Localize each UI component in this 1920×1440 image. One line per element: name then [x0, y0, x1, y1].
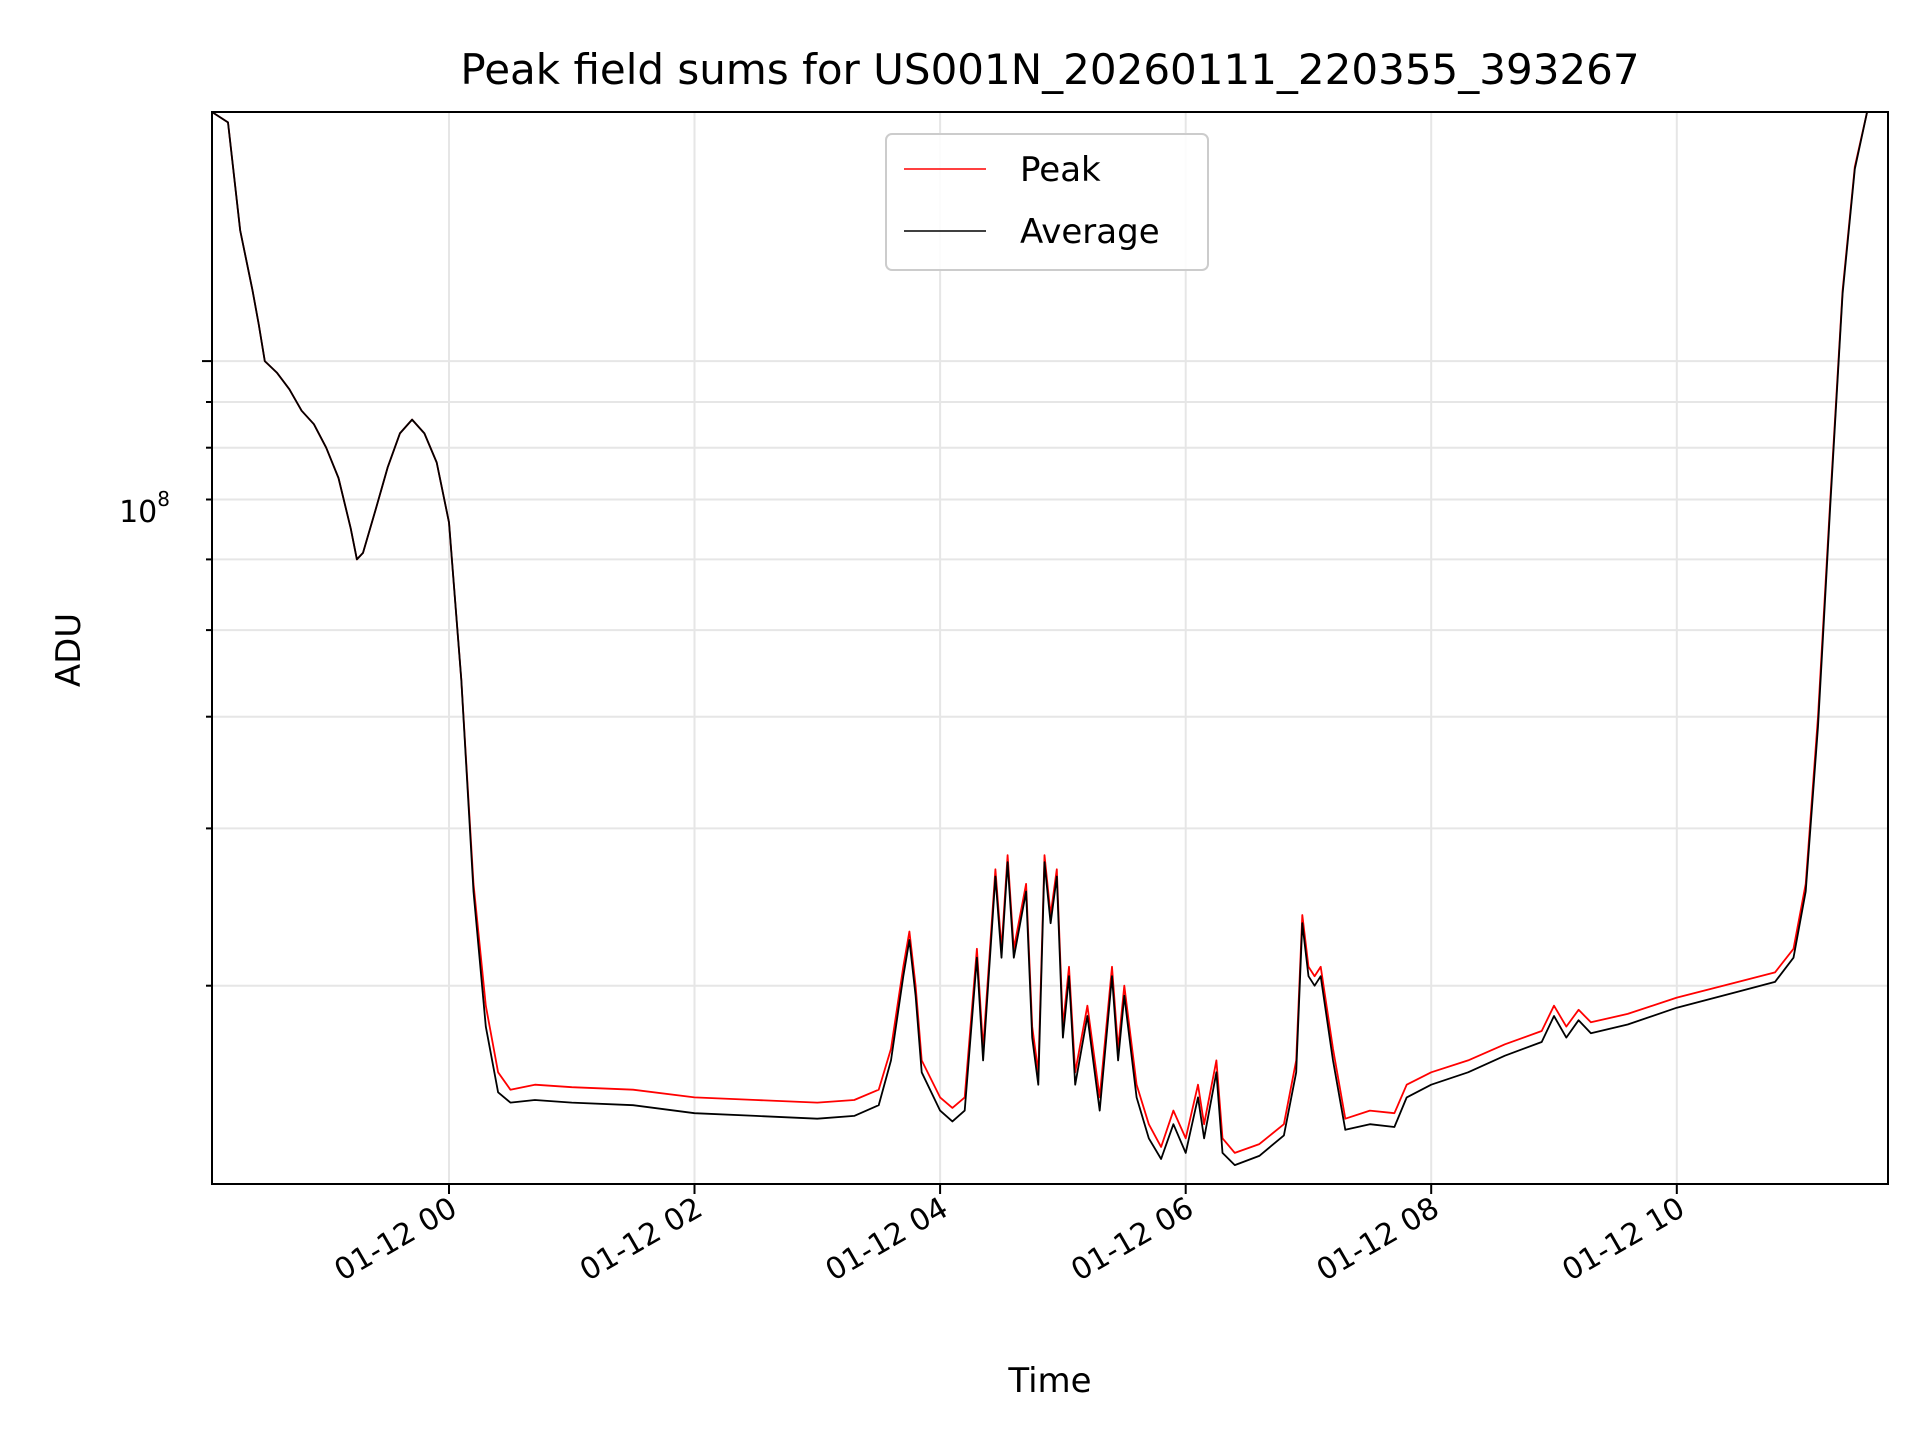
y-major-base: 10: [119, 495, 157, 530]
series-lines: [211, 111, 1888, 1166]
grid-lines: [212, 112, 1888, 1184]
legend-peak-label: Peak: [1020, 150, 1101, 190]
chart-title: Peak field sums for US001N_20260111_2203…: [460, 45, 1639, 94]
series-line-average: [211, 111, 1888, 1166]
y-major-tick-label: 108: [119, 487, 170, 530]
y-axis-label: ADU: [49, 613, 89, 687]
legend-box: [885, 133, 1209, 271]
x-axis-label: Time: [1007, 1361, 1091, 1401]
legend-average-label: Average: [1020, 212, 1160, 252]
svg-text:108: 108: [119, 487, 170, 530]
plot-frame: [211, 111, 1889, 1185]
y-major-exponent: 8: [157, 487, 170, 511]
legend: Peak Average: [885, 133, 1209, 271]
